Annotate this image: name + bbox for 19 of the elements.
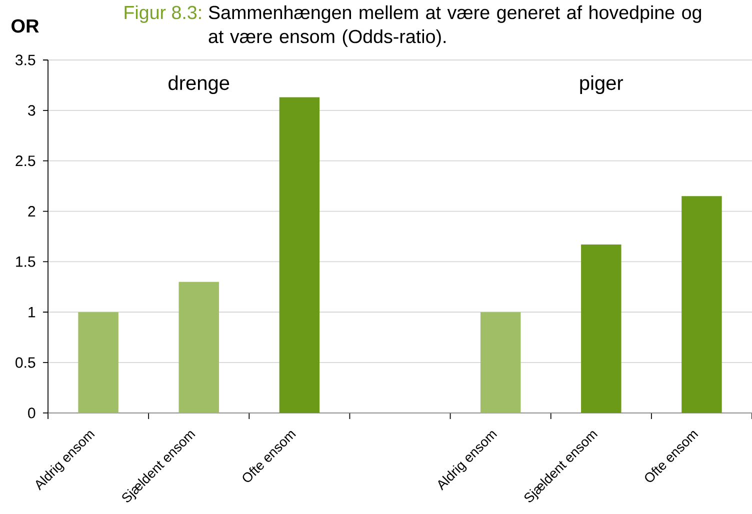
chart-title: Figur 8.3: (124, 5, 201, 23)
bar (480, 312, 521, 413)
chart-subtitle: Sammenhængen mellem at være generet af hovedpine og at være ensom (Odds-ratio). (208, 5, 702, 47)
y-tick-label: 3 (28, 105, 36, 116)
bar (78, 312, 118, 413)
annotation: piger (580, 75, 624, 94)
y-tick-label: 2.5 (16, 156, 36, 166)
y-tick-label: 3.5 (16, 54, 36, 66)
bar (682, 196, 722, 413)
y-tick-label: 1.5 (16, 256, 36, 267)
y-tick-label: 2 (28, 206, 36, 217)
annotation: drenge (168, 75, 230, 94)
y-tick-label: 1 (28, 306, 36, 318)
bar (279, 97, 320, 413)
y-tick-label: 0 (28, 408, 36, 418)
y-axis-title: OR (12, 19, 39, 33)
y-tick-label: 0.5 (16, 357, 36, 368)
bar (178, 282, 219, 413)
bar (581, 244, 622, 413)
